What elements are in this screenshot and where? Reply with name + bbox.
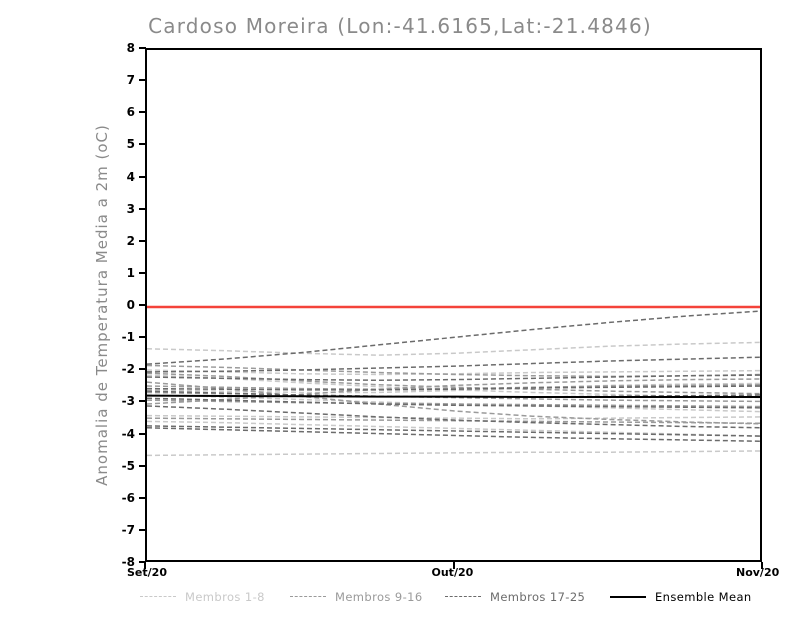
y-tick-label: 8	[126, 41, 135, 55]
plot-inner	[147, 50, 760, 560]
y-tick-label: -5	[121, 458, 135, 473]
y-tick-mark	[139, 496, 146, 499]
legend-swatch	[445, 596, 481, 597]
legend-label: Membros 9-16	[335, 589, 423, 604]
plot-area	[145, 48, 762, 562]
y-tick-mark	[139, 239, 146, 242]
member-line	[147, 405, 760, 429]
page-title: Cardoso Moreira (Lon:-41.6165,Lat:-21.48…	[148, 14, 652, 38]
y-tick-label: 2	[126, 233, 135, 248]
chart-legend: Membros 1-8 Membros 9-16 Membros 17-25 Ense…	[140, 586, 780, 606]
y-tick-label: -1	[121, 330, 135, 345]
member-line	[147, 378, 760, 405]
y-tick-mark	[139, 175, 146, 178]
ensemble-mean-line	[147, 394, 760, 398]
member-line	[147, 414, 760, 420]
member-line	[147, 374, 760, 382]
y-tick-mark	[139, 432, 146, 435]
x-tick-label: Set/20	[127, 566, 167, 579]
x-tick-mark	[144, 562, 146, 569]
member-line	[147, 399, 760, 408]
y-tick-mark	[139, 368, 146, 371]
legend-swatch	[610, 595, 646, 598]
y-tick-mark	[139, 528, 146, 531]
legend-label: Membros 1-8	[185, 589, 265, 604]
legend-item[interactable]: Membros 9-16	[290, 586, 423, 604]
legend-label: Ensemble Mean	[655, 589, 752, 604]
member-line	[147, 372, 760, 395]
legend-item[interactable]: Ensemble Mean	[610, 586, 752, 604]
member-line	[147, 450, 760, 457]
y-tick-label: -3	[121, 394, 135, 409]
y-tick-mark	[139, 304, 146, 306]
legend-label: Membros 17-25	[490, 589, 586, 604]
y-tick-mark	[139, 561, 146, 563]
x-tick-mark	[761, 562, 763, 569]
y-tick-label: 3	[126, 201, 135, 216]
member-line	[147, 427, 760, 442]
legend-item[interactable]: Membros 17-25	[445, 586, 585, 604]
y-tick-mark	[139, 47, 146, 49]
member-line	[147, 381, 760, 425]
y-tick-label: 0	[126, 298, 135, 312]
member-line	[147, 397, 760, 409]
y-tick-label: 6	[126, 105, 135, 120]
y-tick-mark	[139, 336, 146, 339]
y-tick-label: 5	[126, 137, 135, 152]
member-line	[147, 382, 760, 394]
y-tick-label: 1	[126, 265, 135, 280]
y-tick-mark	[139, 207, 146, 210]
y-tick-label: -2	[121, 362, 135, 377]
y-tick-mark	[139, 79, 146, 82]
y-tick-label: 7	[126, 73, 135, 88]
member-line	[147, 310, 760, 365]
legend-swatch	[290, 596, 326, 597]
member-line	[147, 420, 760, 437]
member-line	[147, 341, 760, 356]
series-lines	[147, 305, 760, 457]
member-line	[147, 356, 760, 373]
y-tick-mark	[139, 271, 146, 274]
legend-swatch	[140, 596, 176, 597]
y-tick-mark	[139, 464, 146, 467]
y-tick-mark	[139, 143, 146, 146]
y-tick-label: 4	[126, 169, 135, 184]
member-line	[147, 425, 760, 437]
member-line	[147, 385, 760, 391]
y-tick-mark	[139, 400, 146, 403]
y-tick-label: -8	[121, 555, 135, 569]
y-tick-label: -6	[121, 490, 135, 505]
y-tick-mark	[139, 111, 146, 114]
x-tick-label: Nov/20	[736, 566, 780, 579]
y-tick-label: -4	[121, 426, 135, 441]
legend-item[interactable]: Membros 1-8	[140, 586, 265, 604]
x-tick-label: Out/20	[431, 566, 474, 579]
y-tick-label: -7	[121, 522, 135, 537]
x-tick-mark	[452, 562, 455, 569]
